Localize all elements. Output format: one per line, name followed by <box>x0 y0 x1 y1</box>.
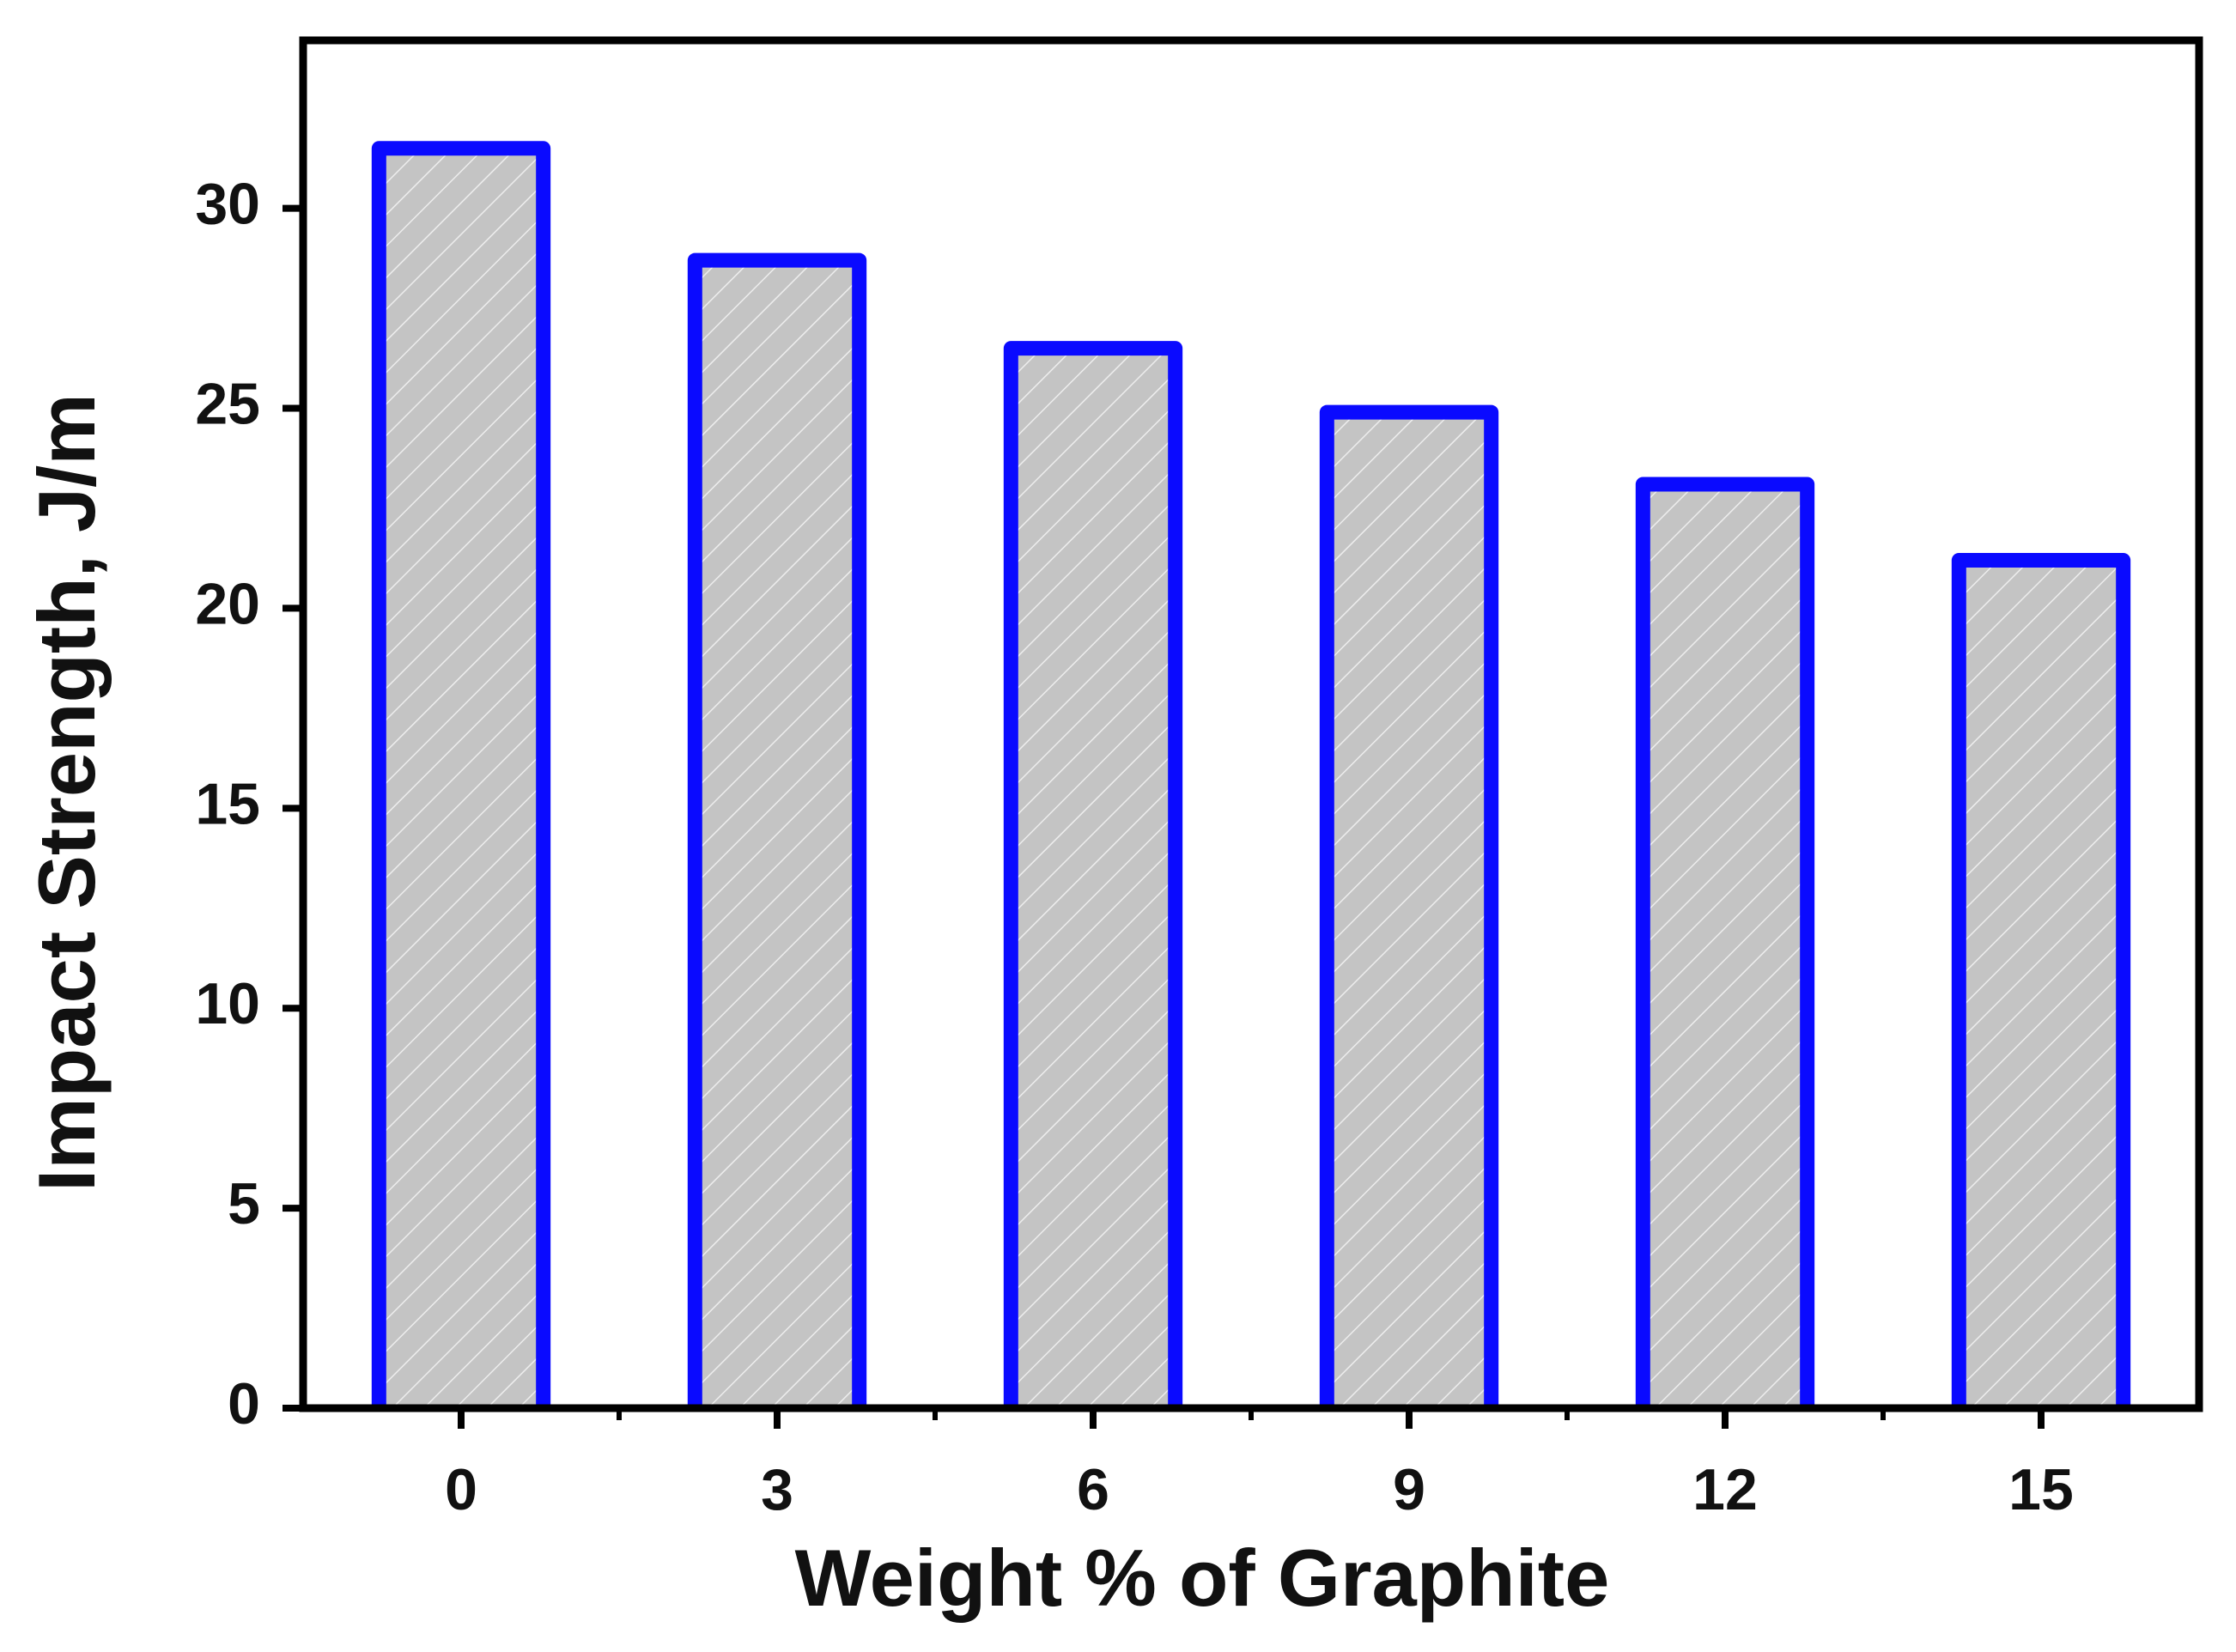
bar <box>1319 404 1499 1408</box>
plot-area <box>371 141 2131 1408</box>
x-tick-label: 6 <box>1077 1457 1109 1522</box>
y-tick-label: 25 <box>195 371 260 436</box>
bar-hatch <box>1959 560 2124 1408</box>
bar-hatch <box>379 148 544 1408</box>
x-tick-label: 0 <box>445 1457 477 1522</box>
y-tick-label: 20 <box>195 571 260 636</box>
x-tick-label: 3 <box>761 1457 793 1522</box>
y-axis-label: Impact Strength, J/m <box>21 393 112 1192</box>
bar <box>687 252 867 1408</box>
y-tick-label: 15 <box>195 771 260 836</box>
bar-outline <box>1951 553 2131 1408</box>
plot-frame <box>299 36 2203 1412</box>
x-axis-label: Weight % of Graphite <box>795 1533 1610 1623</box>
y-tick-label: 30 <box>195 172 260 237</box>
bar <box>1951 553 2131 1408</box>
x-tick-label: 15 <box>2008 1457 2074 1522</box>
x-tick-label: 12 <box>1692 1457 1758 1522</box>
bar-outline <box>371 141 551 1408</box>
bar-hatch <box>1643 484 1808 1408</box>
bar <box>1635 477 1815 1408</box>
y-tick-label: 0 <box>228 1371 260 1436</box>
bar-outline <box>1635 477 1815 1408</box>
bar-hatch <box>1327 412 1492 1408</box>
x-tick-label: 9 <box>1393 1457 1425 1522</box>
bar-outline <box>1003 341 1183 1408</box>
bar-hatch <box>1011 348 1176 1408</box>
bar-outline <box>1319 404 1499 1408</box>
y-tick-label: 10 <box>195 971 260 1036</box>
bar-hatch <box>695 260 860 1408</box>
y-tick-label: 5 <box>228 1171 260 1236</box>
bar <box>371 141 551 1408</box>
bar <box>1003 341 1183 1408</box>
bar-outline <box>687 252 867 1408</box>
